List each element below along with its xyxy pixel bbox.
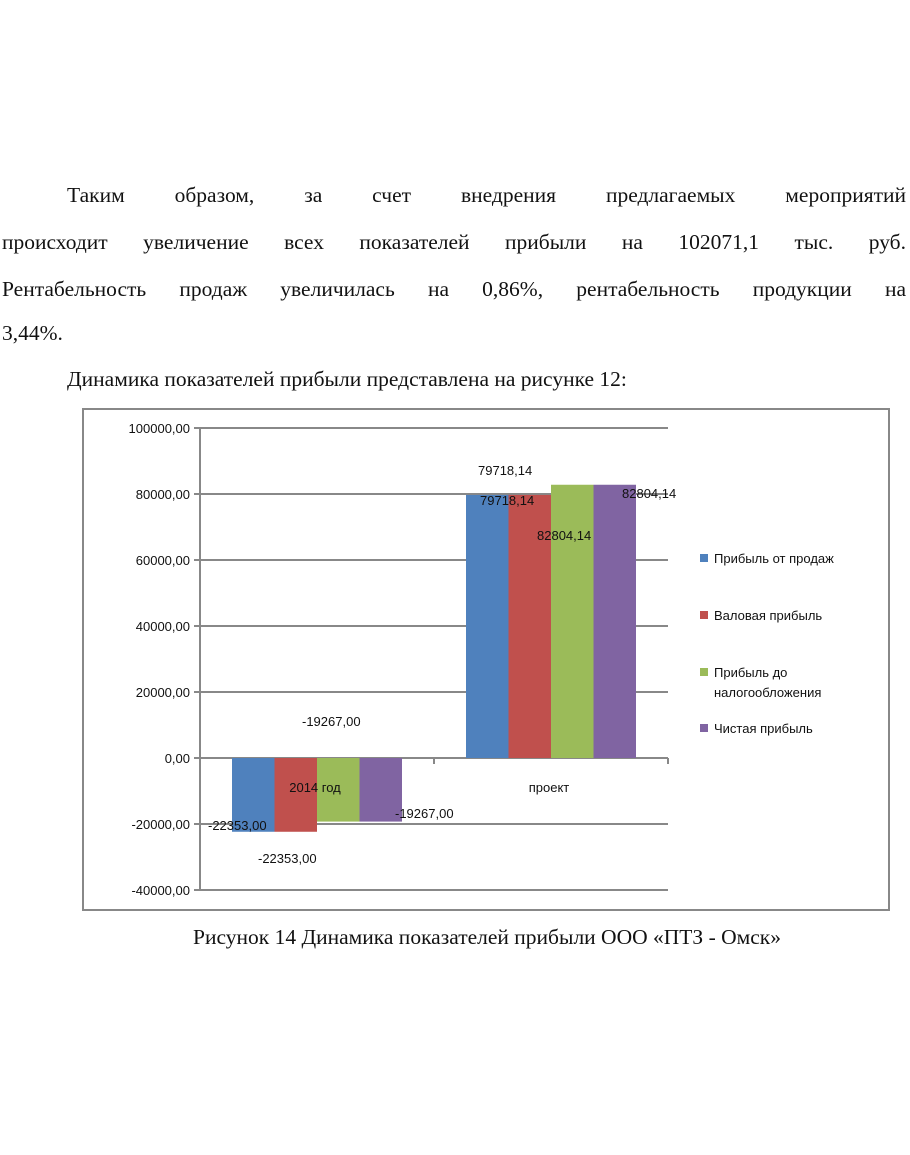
- figure-caption: Рисунок 14 Динамика показателей прибыли …: [193, 925, 781, 949]
- data-label: 82804,14: [622, 486, 676, 501]
- y-tick-label: -40000,00: [131, 883, 190, 898]
- data-label: 79718,14: [480, 493, 534, 508]
- legend-swatch: [700, 554, 708, 562]
- bar-3-2: [551, 484, 594, 758]
- legend-label: налогообложения: [714, 685, 821, 700]
- bar-2-2: [508, 494, 551, 758]
- y-tick-label: 40000,00: [136, 619, 190, 634]
- legend-label: Валовая прибыль: [714, 608, 822, 623]
- y-tick-label: 80000,00: [136, 487, 190, 502]
- legend-swatch: [700, 668, 708, 676]
- x-category-label: проект: [529, 780, 570, 795]
- legend-label: Чистая прибыль: [714, 721, 813, 736]
- y-tick-label: 20000,00: [136, 685, 190, 700]
- legend-swatch: [700, 611, 708, 619]
- text-line: 3,44%.: [2, 321, 63, 345]
- legend-label: Прибыль от продаж: [714, 551, 834, 566]
- data-label: 82804,14: [537, 528, 591, 543]
- bar-2-1: [274, 758, 317, 832]
- text-line: Таким образом, за счет внедрения предлаг…: [67, 183, 906, 207]
- data-label: -19267,00: [302, 714, 361, 729]
- chart-frame: [82, 408, 890, 911]
- data-label: -22353,00: [208, 818, 267, 833]
- y-tick-label: -20000,00: [131, 817, 190, 832]
- bar-1-2: [466, 494, 509, 758]
- bar-1-1: [232, 758, 275, 832]
- y-tick-label: 0,00: [165, 751, 190, 766]
- y-tick-label: 100000,00: [129, 421, 190, 436]
- y-tick-label: 60000,00: [136, 553, 190, 568]
- bar-3-1: [317, 758, 360, 822]
- data-label: -19267,00: [395, 806, 454, 821]
- legend-swatch: [700, 724, 708, 732]
- bar-4-1: [359, 758, 402, 822]
- bar-4-2: [593, 484, 636, 758]
- data-label: -22353,00: [258, 851, 317, 866]
- paragraph-figure-intro: Динамика показателей прибыли представлен…: [67, 367, 627, 391]
- paragraph-summary: Таким образом, за счет внедрения предлаг…: [2, 172, 906, 353]
- legend-label: Прибыль до: [714, 665, 787, 680]
- x-category-label: 2014 год: [289, 780, 341, 795]
- text-line: Рентабельность продаж увеличилась на 0,8…: [2, 277, 906, 301]
- text-line: происходит увеличение всех показателей п…: [2, 230, 906, 254]
- data-label: 79718,14: [478, 463, 532, 478]
